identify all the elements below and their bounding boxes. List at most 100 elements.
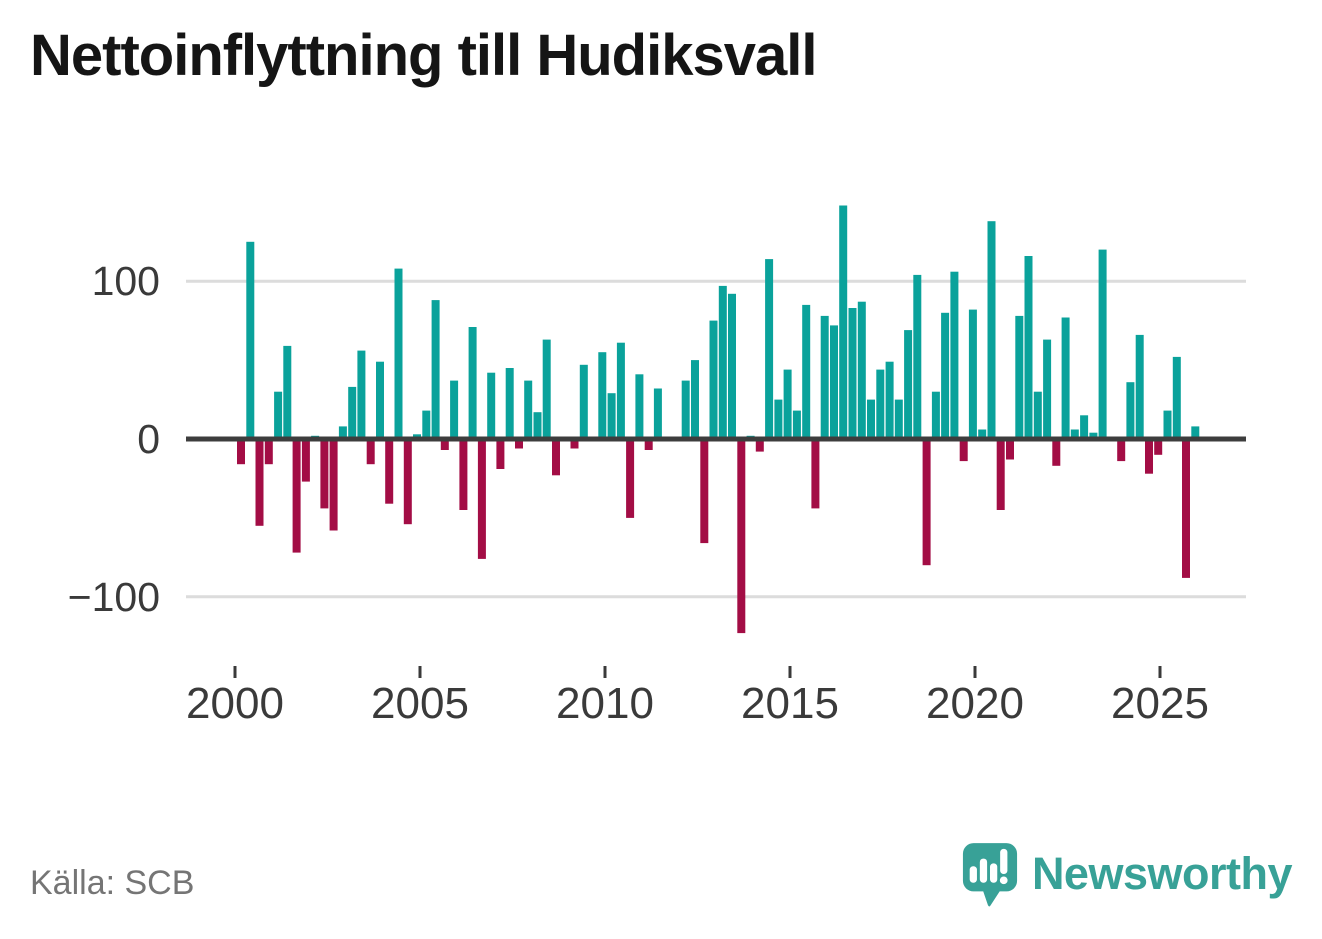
bar-2019-q1 [941, 312, 950, 439]
bar-2024-q1 [1126, 382, 1135, 439]
bar-2022-q2 [1061, 317, 1070, 439]
bar-2021-q3 [1033, 391, 1042, 439]
bar-2010-q1 [607, 393, 616, 439]
bar-2010-q2 [616, 342, 625, 439]
bar-2021-q1 [1015, 315, 1024, 439]
bar-2025-q1 [1163, 410, 1172, 439]
bar-2007-q1 [496, 439, 505, 469]
bar-2015-q3 [811, 439, 820, 509]
bar-2002-q2 [320, 439, 329, 509]
bar-2019-q4 [968, 309, 977, 439]
bar-2007-q3 [515, 439, 523, 449]
newsworthy-wordmark: Newsworthy [1031, 848, 1293, 899]
bar-2025-q3 [1182, 439, 1190, 578]
bar-2023-q2 [1098, 249, 1107, 439]
bar-2017-q3 [885, 361, 894, 439]
bar-2003-q2 [357, 350, 366, 439]
bar-2015-q2 [802, 304, 811, 439]
bar-2017-q2 [876, 369, 885, 439]
bar-2016-q1 [830, 325, 838, 439]
bar-2011-q1 [644, 439, 653, 450]
bar-2010-q3 [626, 439, 635, 518]
bar-2009-q4 [598, 352, 607, 439]
bar-2010-q4 [635, 374, 644, 439]
bar-2000-q3 [255, 439, 264, 526]
bar-2021-q4 [1043, 339, 1052, 439]
y-axis-label: 100 [92, 258, 160, 304]
bar-2021-q2 [1024, 256, 1033, 439]
source-label: Källa: SCB [30, 864, 195, 902]
x-axis-label: 2000 [186, 679, 284, 728]
bar-2017-q1 [867, 399, 875, 440]
bar-2012-q1 [681, 380, 690, 439]
bar-2018-q1 [904, 330, 913, 439]
bar-2012-q2 [691, 360, 699, 439]
bar-2005-q4 [450, 380, 459, 439]
bar-2008-q3 [552, 439, 560, 476]
bar-2022-q1 [1052, 439, 1061, 466]
bar-2018-q4 [931, 391, 940, 439]
x-axis-label: 2020 [926, 679, 1024, 728]
bar-2025-q4 [1191, 426, 1200, 439]
newsworthy-icon [962, 843, 1018, 907]
bar-2018-q2 [913, 274, 922, 439]
bar-2020-q4 [1006, 439, 1014, 460]
bar-2006-q1 [459, 439, 468, 510]
bar-2003-q4 [376, 361, 384, 439]
bar-2016-q2 [839, 205, 848, 439]
bar-2024-q3 [1145, 439, 1153, 474]
bar-2004-q1 [385, 439, 394, 504]
bar-2002-q3 [329, 439, 338, 531]
bar-2022-q4 [1080, 415, 1089, 439]
x-axis-label: 2005 [371, 679, 469, 728]
bar-2001-q3 [292, 439, 301, 553]
bar-2022-q3 [1070, 429, 1079, 439]
bar-2014-q3 [774, 399, 783, 440]
bar-2020-q2 [987, 221, 996, 439]
bar-2001-q4 [301, 439, 310, 482]
bar-2001-q2 [283, 345, 292, 439]
x-axis-label: 2010 [556, 679, 654, 728]
bar-2014-q1 [755, 439, 764, 452]
bar-2024-q4 [1154, 439, 1163, 455]
bar-2000-q4 [264, 439, 273, 465]
bar-2023-q4 [1117, 439, 1126, 462]
bar-2013-q1 [718, 285, 727, 439]
bar-2006-q2 [468, 327, 477, 439]
bar-2014-q2 [765, 259, 774, 439]
bar-2024-q2 [1135, 334, 1144, 439]
bar-2017-q4 [894, 399, 903, 440]
bar-2009-q2 [579, 364, 588, 439]
bar-2011-q2 [653, 388, 662, 439]
bar-2013-q3 [737, 439, 746, 634]
bar-2005-q1 [422, 410, 431, 439]
bar-2020-q1 [978, 429, 987, 439]
bar-2002-q4 [338, 426, 347, 439]
bar-2012-q4 [709, 320, 718, 439]
bar-2005-q3 [440, 439, 449, 450]
bar-2000-q2 [246, 241, 255, 440]
bar-2020-q3 [996, 439, 1005, 510]
bar-2008-q2 [542, 339, 551, 439]
bar-2016-q4 [857, 301, 866, 439]
bar-2015-q1 [792, 410, 801, 439]
bar-2000-q1 [237, 439, 245, 465]
bar-2006-q4 [487, 372, 496, 439]
bar-2016-q3 [848, 308, 857, 439]
bar-2014-q4 [783, 369, 792, 439]
bar-2025-q2 [1172, 356, 1181, 439]
bar-2008-q1 [533, 412, 542, 439]
bar-2004-q2 [394, 268, 403, 439]
bar-2007-q4 [524, 380, 533, 439]
bar-2023-q1 [1089, 432, 1098, 439]
y-axis-label: 0 [137, 416, 160, 462]
bar-2009-q1 [570, 439, 579, 449]
x-axis-label: 2025 [1111, 679, 1209, 728]
bar-2007-q2 [505, 368, 514, 439]
bar-2019-q2 [950, 271, 959, 439]
bar-2004-q3 [403, 439, 412, 525]
bar-2018-q3 [922, 439, 931, 566]
bar-2013-q2 [728, 293, 736, 439]
page-title: Nettoinflyttning till Hudiksvall [30, 23, 817, 88]
